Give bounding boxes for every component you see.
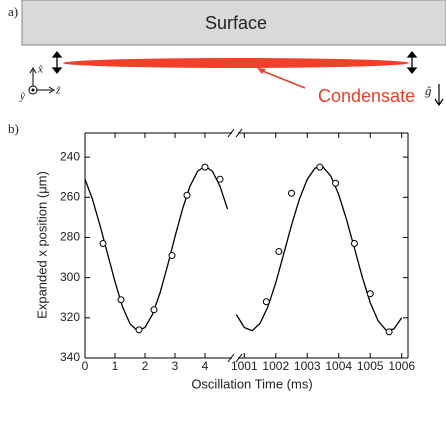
gap-arrows — [51, 50, 418, 75]
x-hat: x̂ — [37, 64, 43, 76]
data-point — [385, 328, 393, 336]
axis-break — [227, 128, 243, 138]
data-point — [262, 298, 270, 306]
x-tick-label: 1001 — [231, 359, 258, 373]
data-point — [150, 306, 158, 314]
data-point — [117, 296, 125, 304]
y-hat: ŷ — [19, 91, 25, 103]
data-point — [201, 163, 209, 171]
x-tick-label: 1004 — [325, 359, 352, 373]
gravity-arrow — [434, 84, 444, 107]
data-point — [350, 239, 358, 247]
y-tick-label: 300 — [60, 270, 80, 284]
condensate-label: Condensate — [318, 86, 415, 106]
surface — [21, 0, 446, 46]
data-point — [316, 163, 324, 171]
condensate — [63, 58, 409, 68]
panel-label: b) — [8, 121, 19, 136]
data-point — [183, 191, 191, 199]
x-tick-label: 1003 — [294, 359, 321, 373]
x-tick-label: 3 — [172, 359, 179, 373]
y-tick-label: 280 — [60, 230, 80, 244]
y-tick-label: 340 — [60, 350, 80, 364]
data-point — [216, 175, 224, 183]
x-tick-label: 1006 — [388, 359, 415, 373]
y-tick-label: 240 — [60, 149, 80, 163]
fit-curve — [235, 166, 403, 332]
data-point — [135, 326, 143, 334]
data-point — [168, 252, 176, 260]
surface-label: Surface — [205, 13, 267, 33]
x-tick-label: 2 — [142, 359, 149, 373]
x-tick-label: 0 — [82, 359, 89, 373]
data-point — [275, 248, 283, 256]
pointer — [259, 69, 306, 89]
y-tick-label: 260 — [60, 189, 80, 203]
z-hat: ẑ — [55, 85, 61, 97]
y-tick-label: 320 — [60, 310, 80, 324]
data-point — [288, 189, 296, 197]
x-axis-label: Oscillation Time (ms) — [191, 376, 312, 391]
x-tick-label: 1 — [112, 359, 119, 373]
y-axis-label: Expanded x position (μm) — [34, 171, 49, 319]
pointer-head — [257, 68, 266, 74]
x-tick-label: 1002 — [262, 359, 289, 373]
g-hat: ĝ — [425, 83, 432, 98]
panel-label: a) — [8, 4, 18, 19]
axis-break — [227, 353, 243, 363]
data-point — [366, 290, 374, 298]
data-point — [332, 179, 340, 187]
coord-axes — [28, 67, 55, 95]
data-point — [99, 239, 107, 247]
x-tick-label: 4 — [202, 359, 209, 373]
x-tick-label: 1005 — [357, 359, 384, 373]
fit-curve — [84, 165, 229, 332]
